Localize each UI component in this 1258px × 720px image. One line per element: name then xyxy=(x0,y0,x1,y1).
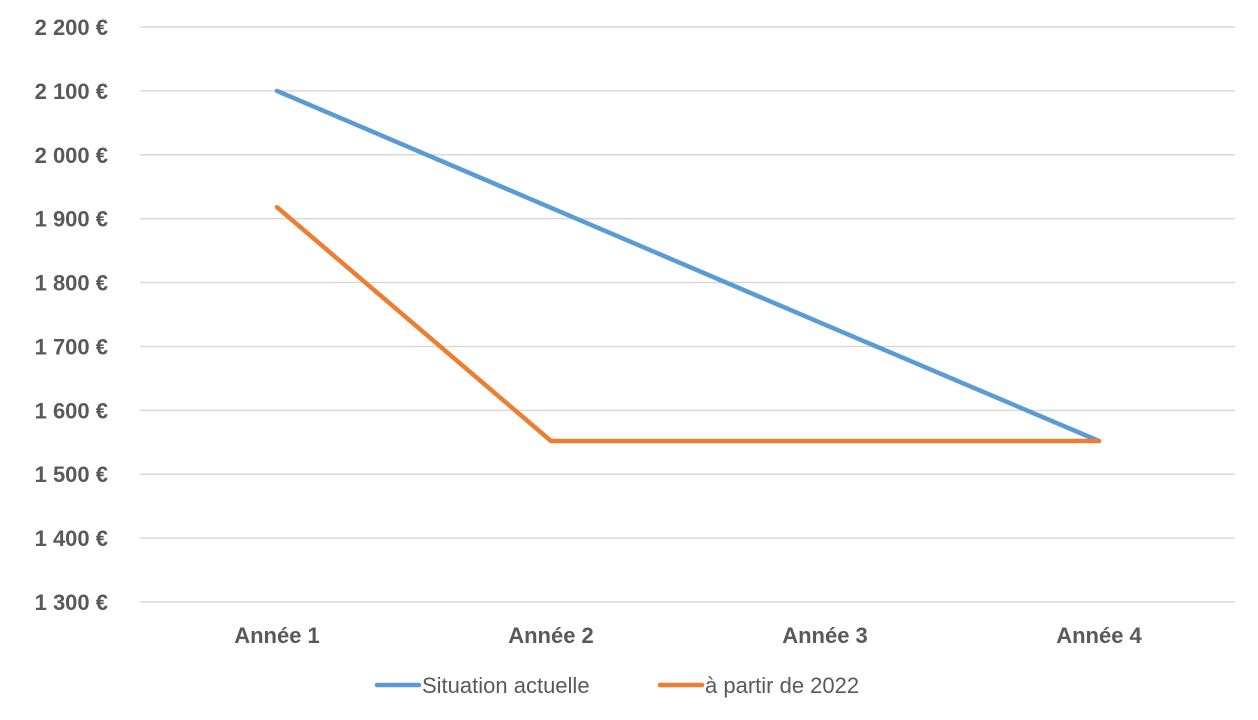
series-line-1 xyxy=(274,88,1102,444)
x-tick-label: Année 3 xyxy=(782,623,868,648)
y-tick-label: 1 900 € xyxy=(35,207,108,232)
y-tick-label: 1 500 € xyxy=(35,462,108,487)
y-tick-label: 2 200 € xyxy=(35,15,108,40)
y-tick-label: 1 700 € xyxy=(35,334,108,359)
y-tick-label: 1 800 € xyxy=(35,271,108,296)
gridlines xyxy=(140,26,1235,603)
y-tick-label: 1 400 € xyxy=(35,526,108,551)
x-axis-ticks: Année 1 Année 2 Année 3 Année 4 xyxy=(234,623,1142,648)
legend-label: Situation actuelle xyxy=(422,673,590,698)
y-tick-label: 2 100 € xyxy=(35,79,108,104)
x-tick-label: Année 4 xyxy=(1056,623,1142,648)
y-tick-label: 1 600 € xyxy=(35,398,108,423)
y-axis-ticks: 2 200 € 2 100 € 2 000 € 1 900 € 1 800 € 1 700… xyxy=(35,15,108,615)
x-tick-label: Année 2 xyxy=(508,623,594,648)
y-tick-label: 1 300 € xyxy=(35,590,108,615)
legend: Situation actuelle à partir de 2022 xyxy=(374,673,859,698)
x-tick-label: Année 1 xyxy=(234,623,320,648)
series-lines xyxy=(274,88,1102,444)
series-line-2 xyxy=(274,204,1102,444)
legend-label: à partir de 2022 xyxy=(705,673,859,698)
y-tick-label: 2 000 € xyxy=(35,143,108,168)
